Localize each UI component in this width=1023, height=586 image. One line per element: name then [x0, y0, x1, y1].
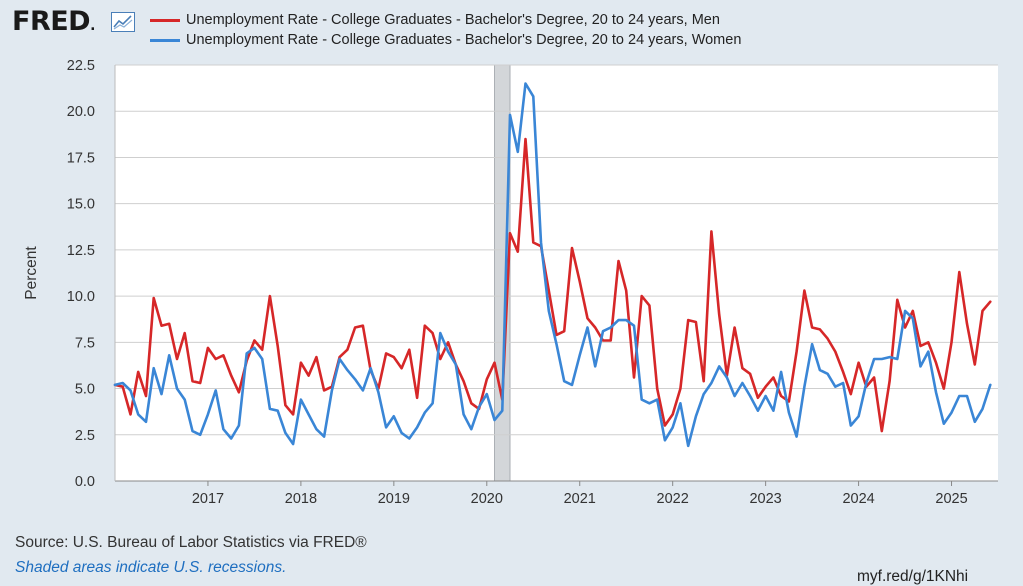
x-tick-label-1: 2018	[285, 491, 317, 507]
recession-note: Shaded areas indicate U.S. recessions.	[15, 559, 287, 576]
y-tick-label-8: 20.0	[67, 104, 95, 120]
logo-suffix: .	[90, 18, 95, 34]
fred-logo[interactable]: FRED.	[12, 6, 95, 37]
plot-area	[115, 65, 998, 481]
line-chart: 0.0 2.5 5.0 7.5 10.0 12.5 15.0 17.5 20.0 22.5 2017…	[23, 60, 998, 507]
y-axis-label: Percent	[23, 246, 40, 300]
x-tick-label-7: 2024	[842, 491, 874, 507]
legend-item-men[interactable]: Unemployment Rate - College Graduates - …	[150, 10, 741, 30]
x-tick-label-6: 2023	[749, 491, 781, 507]
x-tick-label-5: 2022	[657, 491, 689, 507]
legend-item-women[interactable]: Unemployment Rate - College Graduates - …	[150, 30, 741, 50]
y-tick-label-5: 12.5	[67, 243, 95, 259]
y-tick-label-9: 22.5	[67, 60, 95, 74]
y-tick-label-7: 17.5	[67, 150, 95, 166]
y-tick-label-0: 0.0	[75, 474, 95, 490]
series-line-men	[113, 137, 992, 433]
y-tick-label-3: 7.5	[75, 335, 95, 351]
legend-label-women: Unemployment Rate - College Graduates - …	[186, 32, 742, 48]
legend-label-men: Unemployment Rate - College Graduates - …	[186, 12, 720, 28]
y-tick-label-1: 2.5	[75, 428, 95, 444]
legend-swatch-women	[150, 38, 180, 42]
x-tick-label-4: 2021	[564, 491, 596, 507]
x-tick-label-3: 2020	[471, 491, 503, 507]
x-tick-label-2: 2019	[378, 491, 410, 507]
short-url[interactable]: myf.red/g/1KNhi	[857, 568, 969, 585]
y-tick-label-4: 10.0	[67, 289, 95, 305]
y-tick-label-2: 5.0	[75, 382, 95, 398]
series-line-women	[113, 82, 992, 448]
y-tick-label-6: 15.0	[67, 197, 95, 213]
x-tick-label-0: 2017	[192, 491, 224, 507]
source-text: Source: U.S. Bureau of Labor Statistics …	[15, 534, 367, 551]
chart-header: FRED. Unemployment Rate - College Gradua…	[0, 0, 1023, 60]
logo-text: FRED	[12, 6, 91, 37]
line-chart-icon	[111, 12, 135, 32]
legend-swatch-men	[150, 18, 180, 22]
x-tick-label-8: 2025	[935, 491, 967, 507]
chart-legend: Unemployment Rate - College Graduates - …	[150, 10, 741, 50]
